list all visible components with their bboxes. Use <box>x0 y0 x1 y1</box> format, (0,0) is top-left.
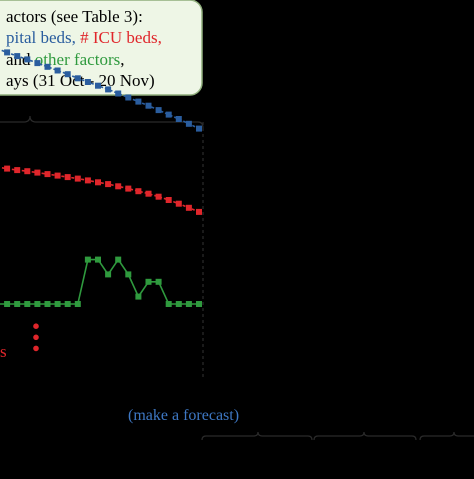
data-point-icu <box>155 193 162 200</box>
data-point-hospital <box>135 98 142 105</box>
data-point-hospital <box>44 63 51 70</box>
data-point-other <box>105 271 112 278</box>
data-point-icu <box>115 183 122 190</box>
forecast-label: (make a forecast) <box>128 407 239 424</box>
ellipsis-dot <box>33 345 39 352</box>
data-point-hospital <box>24 56 31 63</box>
data-point-hospital <box>175 116 182 122</box>
and-text: and <box>6 50 35 69</box>
training-window-bracket <box>0 115 204 129</box>
data-point-hospital <box>54 67 61 74</box>
data-point-hospital <box>95 82 101 89</box>
callout-line-2: pital beds, # ICU beds, <box>6 28 162 47</box>
data-point-hospital <box>145 102 152 109</box>
data-point-other <box>74 301 81 307</box>
series-hospital <box>0 48 202 132</box>
series-icu <box>0 165 202 215</box>
forecast-bracket-1 <box>201 431 313 441</box>
left-label-fragment: s <box>0 342 7 361</box>
data-point-icu <box>84 177 91 184</box>
series-layer <box>0 48 202 307</box>
data-point-icu <box>145 190 152 197</box>
other-factors-text: other factors <box>35 50 120 69</box>
data-point-other <box>14 301 21 307</box>
ellipsis-dot <box>33 323 39 330</box>
callout-line-1: actors (see Table 3): <box>6 7 143 26</box>
ellipsis-dot <box>33 334 39 341</box>
data-point-hospital <box>84 79 91 85</box>
data-point-hospital <box>125 94 132 101</box>
data-point-hospital <box>105 86 112 93</box>
data-point-icu <box>165 197 172 203</box>
data-point-icu <box>135 188 142 195</box>
data-point-hospital <box>64 71 71 78</box>
data-point-other <box>165 301 172 307</box>
data-point-hospital <box>34 60 41 67</box>
data-point-icu <box>105 181 112 188</box>
data-point-other <box>34 301 41 307</box>
data-point-icu <box>64 174 71 181</box>
data-point-icu <box>185 204 192 211</box>
dots-layer <box>33 323 39 352</box>
data-point-icu <box>125 185 132 192</box>
data-point-other <box>84 256 91 263</box>
comma-text: , <box>120 50 124 69</box>
data-point-icu <box>44 171 51 178</box>
data-point-icu <box>196 208 202 215</box>
data-point-icu <box>24 168 31 175</box>
data-point-other <box>4 301 11 307</box>
data-point-icu <box>175 200 182 207</box>
data-point-hospital <box>196 125 202 132</box>
callout-box <box>0 0 203 96</box>
icu-beds-text: # ICU beds, <box>80 28 162 47</box>
series-line-other <box>0 258 199 305</box>
series-other <box>0 256 202 307</box>
data-point-icu <box>95 179 101 186</box>
data-point-other <box>125 271 132 278</box>
hospital-beds-text: pital beds, <box>6 28 80 47</box>
data-point-hospital <box>14 53 21 60</box>
forecast-bracket-3 <box>419 431 474 441</box>
data-point-other <box>185 301 192 307</box>
data-point-other <box>24 301 31 307</box>
data-point-icu <box>34 169 41 176</box>
data-point-other <box>95 256 101 263</box>
data-point-other <box>64 301 71 307</box>
data-point-hospital <box>185 120 192 127</box>
data-point-icu <box>54 172 61 179</box>
data-point-icu <box>4 165 11 172</box>
data-point-icu <box>74 175 81 182</box>
data-point-hospital <box>165 111 172 118</box>
data-point-hospital <box>74 75 81 82</box>
callout-line-3: and other factors, <box>6 50 124 69</box>
forecast-bracket-2 <box>313 431 417 441</box>
factors-callout: actors (see Table 3): pital beds, # ICU … <box>0 0 203 96</box>
data-point-hospital <box>155 107 162 114</box>
data-point-other <box>196 301 202 307</box>
data-point-other <box>44 301 51 307</box>
data-point-other <box>155 278 162 285</box>
data-point-hospital <box>115 90 122 97</box>
data-point-other <box>115 256 122 263</box>
data-point-hospital <box>4 49 11 56</box>
data-point-icu <box>14 167 21 174</box>
data-point-other <box>54 301 61 307</box>
data-point-other <box>145 278 152 285</box>
data-point-other <box>175 301 182 307</box>
data-point-other <box>135 293 142 300</box>
